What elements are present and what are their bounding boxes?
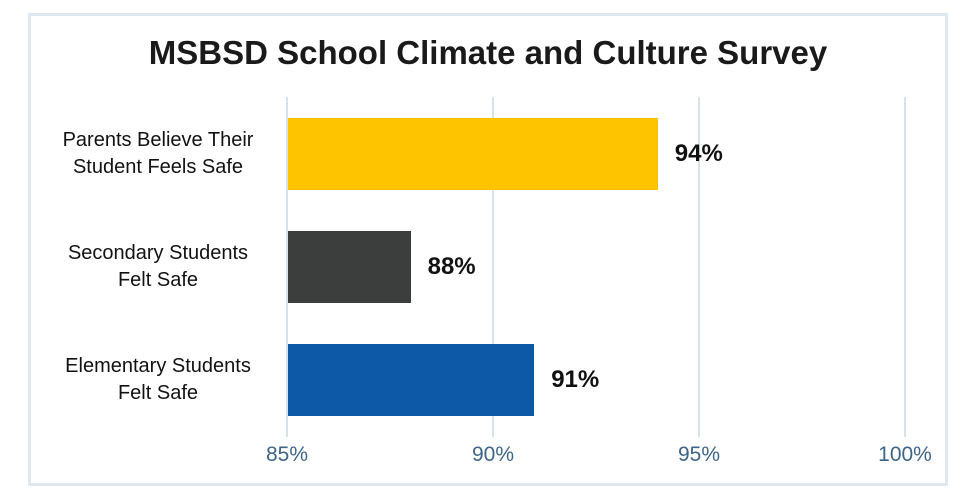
bar [288, 117, 658, 190]
value-label: 91% [551, 366, 600, 394]
category-label: Elementary Students Felt Safe [65, 355, 251, 405]
category-label: Secondary Students Felt Safe [67, 241, 249, 291]
chart-title: MSBSD School Climate and Culture Survey [148, 34, 828, 71]
x-axis-tick-label: 90% [471, 443, 515, 466]
gridline [286, 97, 288, 437]
value-label: 88% [427, 253, 476, 280]
value-label: 94% [674, 139, 723, 167]
category-label: Parents Believe Their Student Feels Safe [62, 128, 254, 178]
x-axis-tick-label: 95% [677, 443, 721, 466]
bar [288, 344, 535, 417]
bar [288, 231, 411, 303]
x-axis-tick-label: 85% [265, 443, 309, 466]
gridline [492, 97, 494, 437]
gridline [698, 97, 700, 437]
gridline [904, 97, 906, 437]
x-axis-tick-label: 100% [878, 443, 932, 466]
